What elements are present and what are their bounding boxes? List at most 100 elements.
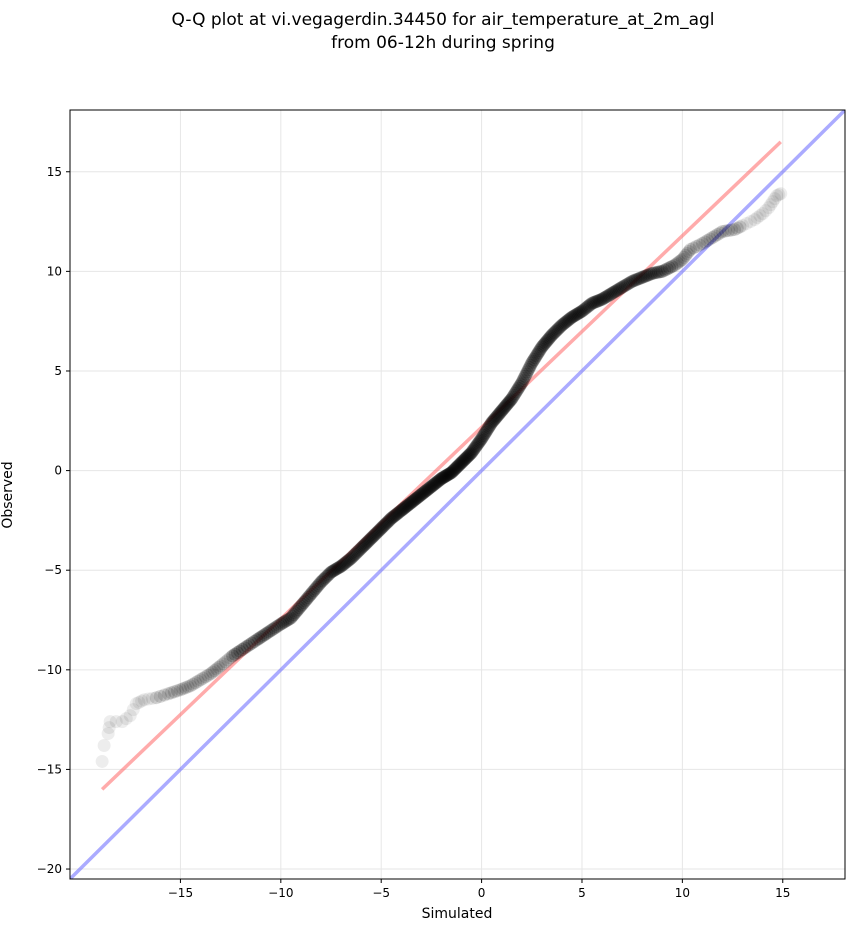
data-point (317, 572, 331, 586)
data-point (651, 265, 665, 279)
data-point (564, 311, 578, 325)
data-point (349, 546, 363, 560)
data-point (412, 489, 426, 503)
data-point (516, 374, 530, 388)
data-point (95, 754, 109, 768)
data-point (457, 453, 471, 467)
data-point (221, 653, 235, 667)
data-point (314, 575, 328, 589)
data-point (629, 273, 643, 287)
data-point (534, 342, 548, 356)
data-point (417, 485, 431, 499)
x-tick-label: 15 (775, 886, 790, 900)
data-point (400, 499, 414, 513)
data-point (350, 545, 364, 559)
reference-lines (70, 110, 845, 879)
data-point (389, 508, 403, 522)
data-point (524, 358, 538, 372)
data-point (256, 629, 270, 643)
data-point (513, 379, 527, 393)
data-point (327, 564, 341, 578)
data-point (634, 271, 648, 285)
identity-line (70, 110, 845, 879)
y-tick-label: −10 (37, 663, 62, 677)
data-point (157, 688, 171, 702)
data-point (353, 543, 367, 557)
data-point (713, 226, 727, 240)
data-point (772, 188, 786, 202)
data-point (465, 446, 479, 460)
data-point (360, 536, 374, 550)
data-point (444, 466, 458, 480)
data-point (478, 427, 492, 441)
data-point (325, 564, 339, 578)
data-point (132, 695, 146, 709)
data-point (705, 231, 719, 245)
data-point (356, 539, 370, 553)
data-point (343, 552, 357, 566)
data-point (339, 555, 353, 569)
data-point (612, 282, 626, 296)
data-point (679, 248, 693, 262)
data-point (461, 449, 475, 463)
data-point (450, 460, 464, 474)
data-point (658, 263, 672, 277)
data-point (379, 517, 393, 531)
data-point (199, 670, 213, 684)
data-point (642, 268, 656, 282)
data-point (519, 367, 533, 381)
y-tick-label: 5 (54, 364, 62, 378)
data-point (454, 457, 468, 471)
data-point (725, 223, 739, 237)
y-tick-label: −20 (37, 862, 62, 876)
x-axis-label: Simulated (421, 906, 493, 922)
data-point (494, 405, 508, 419)
data-point (428, 476, 442, 490)
data-point (511, 381, 525, 395)
data-point (115, 715, 129, 729)
data-point (279, 614, 293, 628)
data-point (394, 503, 408, 517)
data-point (149, 691, 163, 705)
data-point (599, 290, 613, 304)
data-point (502, 395, 516, 409)
data-point (383, 513, 397, 527)
data-point (498, 400, 512, 414)
data-point (515, 376, 529, 390)
data-point (196, 671, 210, 685)
data-point (488, 412, 502, 426)
data-point (766, 195, 780, 209)
data-point (369, 527, 383, 541)
data-point (591, 294, 605, 308)
data-point (268, 621, 282, 635)
data-point (318, 571, 332, 585)
data-point (214, 659, 228, 673)
data-point (484, 417, 498, 431)
data-point (523, 360, 537, 374)
data-point (770, 189, 784, 203)
data-point (396, 502, 410, 516)
data-point (186, 677, 200, 691)
data-point (448, 462, 462, 476)
data-point (617, 279, 631, 293)
data-point (178, 681, 192, 695)
data-point (404, 495, 418, 509)
chart-title-line1: Q-Q plot at vi.vegagerdin.34450 for air_… (171, 10, 715, 30)
data-point (329, 562, 343, 576)
data-point (611, 283, 625, 297)
data-point (208, 664, 222, 678)
data-point (109, 715, 123, 729)
data-point (370, 526, 384, 540)
data-point (649, 266, 663, 280)
data-point (489, 411, 503, 425)
data-point (759, 204, 773, 218)
data-point (528, 351, 542, 365)
data-point (660, 262, 674, 276)
data-point (438, 469, 452, 483)
data-point (216, 657, 230, 671)
data-point (584, 297, 598, 311)
data-point (410, 491, 424, 505)
data-point (188, 676, 202, 690)
data-point (364, 531, 378, 545)
data-point (507, 388, 521, 402)
